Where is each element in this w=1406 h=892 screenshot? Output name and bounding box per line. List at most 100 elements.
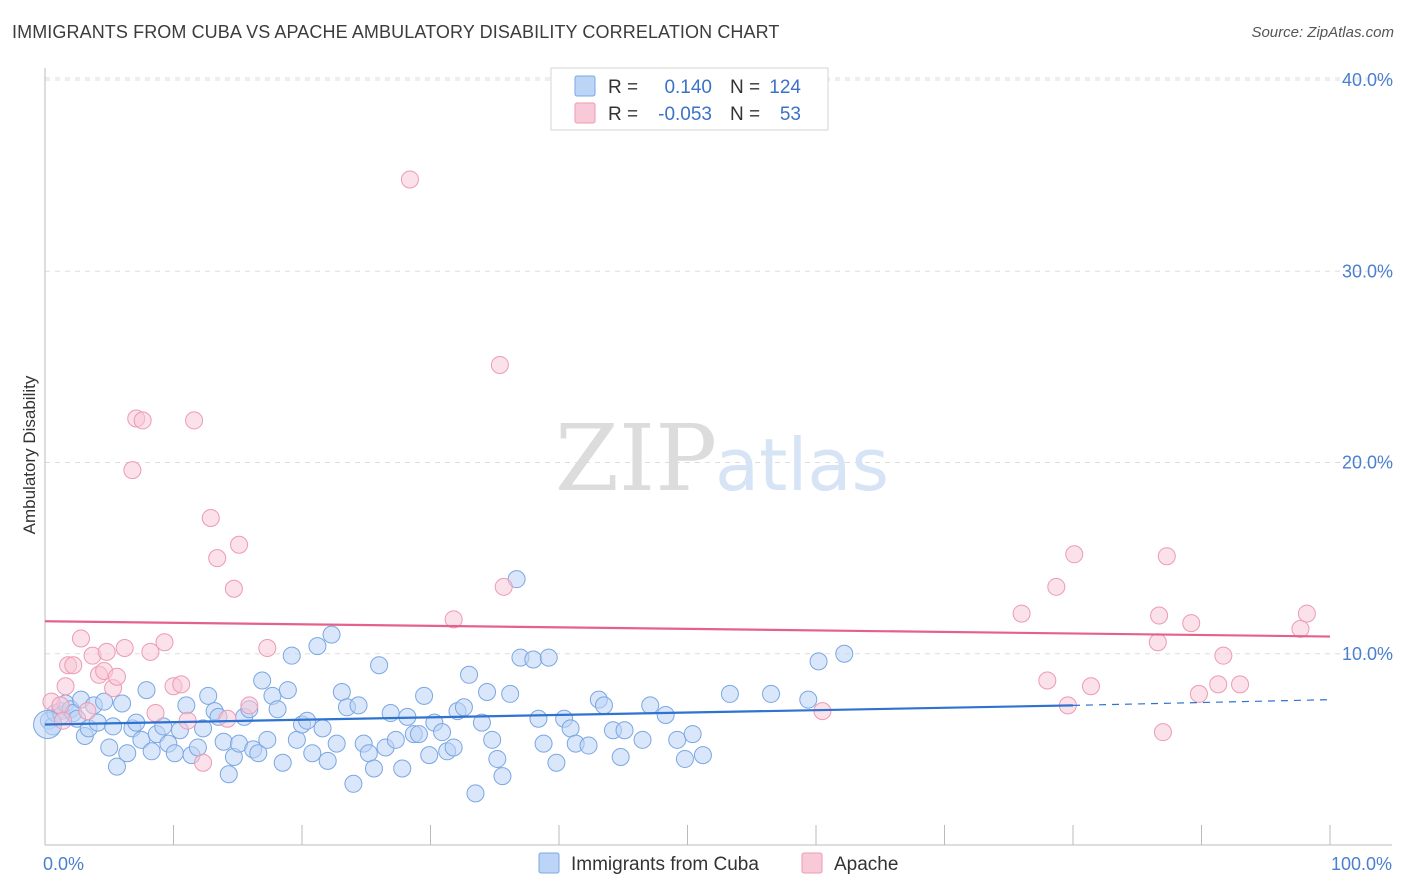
apache-point-33 (400, 170, 419, 189)
x-tick-label-min: 0.0% (43, 854, 84, 874)
cuba-point-100 (561, 719, 580, 738)
apache-point-50 (1209, 675, 1228, 694)
cuba-point-95 (529, 709, 548, 728)
cuba-point-75 (409, 725, 428, 744)
cuba-point-38 (219, 765, 238, 784)
trend-line-apache (44, 620, 1331, 638)
cuba-point-109 (641, 696, 660, 715)
cuba-point-116 (762, 684, 781, 703)
cuba-point-114 (693, 746, 712, 765)
cuba-point-64 (349, 696, 368, 715)
apache-point-36 (494, 577, 513, 596)
bottom-legend-label-apache: Apache (834, 854, 898, 875)
legend-n-label-1: N = (730, 104, 760, 125)
cuba-point-32 (188, 738, 207, 757)
cuba-point-106 (611, 748, 630, 767)
apache-point-31 (240, 696, 259, 715)
cuba-point-115 (720, 684, 739, 703)
apache-point-15 (123, 461, 142, 480)
cuba-point-91 (501, 684, 520, 703)
cuba-point-49 (273, 753, 292, 772)
legend-swatch-blue (574, 75, 596, 97)
apache-point-35 (490, 355, 509, 374)
y-tick-label-30: 30.0% (1342, 261, 1393, 281)
chart-title: IMMIGRANTS FROM CUBA VS APACHE AMBULATOR… (12, 22, 780, 42)
trend-line-cuba (44, 704, 1074, 726)
apache-point-17 (133, 411, 152, 430)
cuba-point-117 (799, 690, 818, 709)
apache-point-34 (444, 610, 463, 629)
cuba-point-16 (104, 717, 123, 736)
apache-point-13 (107, 667, 126, 686)
apache-point-30 (230, 535, 249, 554)
cuba-point-33 (194, 719, 213, 738)
cuba-point-113 (683, 725, 702, 744)
apache-point-52 (1231, 675, 1250, 694)
cuba-point-86 (472, 713, 491, 732)
cuba-point-111 (668, 730, 687, 749)
apache-point-49 (1189, 684, 1208, 703)
cuba-point-67 (364, 759, 383, 778)
cuba-point-119 (835, 644, 854, 663)
cuba-point-30 (177, 696, 196, 715)
legend-box (550, 67, 829, 131)
apache-point-1 (51, 696, 70, 715)
cuba-point-19 (118, 744, 137, 763)
cuba-point-97 (539, 648, 558, 667)
watermark: ZIP atlas (555, 405, 889, 512)
cuba-point-79 (433, 723, 452, 742)
apache-point-19 (146, 704, 165, 723)
cuba-point-112 (675, 749, 694, 768)
y-tick-labels: 10.0% 20.0% 30.0% 40.0% (1342, 70, 1393, 664)
legend-n-value-1: 53 (780, 104, 801, 125)
cuba-point-14 (95, 692, 114, 711)
apache-point-45 (1150, 606, 1169, 625)
legend-bottom: Immigrants from Cuba Apache (538, 852, 898, 875)
apache-point-43 (1081, 677, 1100, 696)
cuba-point-96 (534, 734, 553, 753)
legend-n-label-0: N = (730, 77, 760, 98)
apache-point-40 (1047, 577, 1066, 596)
cuba-point-71 (386, 730, 405, 749)
cuba-point-34 (199, 686, 218, 705)
cuba-point-84 (460, 665, 479, 684)
apache-point-38 (1012, 604, 1031, 623)
cuba-point-15 (100, 738, 119, 757)
cuba-point-108 (633, 730, 652, 749)
legend-n-value-0: 124 (769, 77, 801, 98)
cuba-point-87 (478, 683, 497, 701)
cuba-point-50 (278, 681, 297, 700)
gridlines (45, 77, 1392, 655)
y-tick-label-10: 10.0% (1342, 644, 1393, 664)
cuba-point-77 (420, 746, 439, 765)
apache-point-3 (56, 677, 75, 696)
cuba-point-61 (332, 683, 351, 701)
apache-point-32 (258, 639, 277, 658)
cuba-point-24 (142, 742, 161, 761)
cuba-point-72 (393, 759, 412, 778)
cuba-point-102 (579, 736, 598, 755)
cuba-point-81 (444, 738, 463, 757)
cuba-point-46 (258, 730, 277, 749)
bottom-legend-label-cuba: Immigrants from Cuba (571, 854, 759, 875)
cuba-point-104 (594, 696, 613, 715)
cuba-point-98 (547, 753, 566, 772)
cuba-point-89 (488, 749, 507, 768)
apache-point-24 (185, 411, 204, 430)
apache-point-5 (64, 656, 83, 675)
legend-r-value-0: 0.140 (664, 77, 712, 98)
cuba-point-83 (454, 698, 473, 717)
trend-line-cuba-extension (1072, 699, 1331, 706)
cuba-point-44 (249, 744, 268, 763)
cuba-point-17 (107, 757, 126, 776)
cuba-point-18 (113, 694, 132, 713)
apache-point-7 (78, 702, 97, 721)
cuba-point-56 (308, 637, 327, 656)
cuba-point-85 (466, 784, 485, 803)
watermark-zip: ZIP (555, 405, 717, 512)
apache-point-44 (1148, 633, 1167, 652)
cuba-point-58 (318, 751, 337, 770)
legend-swatch-pink (574, 102, 596, 124)
x-tick-label-max: 100.0% (1331, 854, 1392, 874)
